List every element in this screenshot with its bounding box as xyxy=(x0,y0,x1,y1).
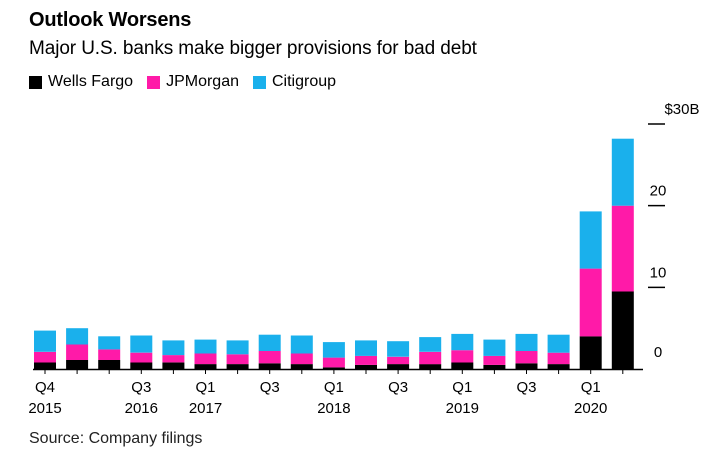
bar-citigroup-5 xyxy=(194,339,217,354)
bar-wells-fargo-10 xyxy=(355,364,377,369)
x-year-label-13: 2019 xyxy=(446,400,479,417)
x-tick-label-3: Q3 xyxy=(131,379,151,396)
legend: Wells Fargo JPMorgan Citigroup xyxy=(29,73,350,91)
bar-wells-fargo-4 xyxy=(162,362,185,369)
bar-citigroup-18 xyxy=(611,138,634,206)
legend-label-citigroup: Citigroup xyxy=(271,73,337,90)
bar-wells-fargo-0 xyxy=(34,362,56,369)
x-year-label-17: 2020 xyxy=(574,400,607,417)
bar-jpmorgan-2 xyxy=(98,349,121,360)
y-tick-label-30: $30B xyxy=(664,101,699,118)
bar-wells-fargo-16 xyxy=(547,364,570,369)
x-tick-label-13: Q1 xyxy=(452,379,472,396)
y-tick-label-10: 10 xyxy=(650,264,667,281)
bar-wells-fargo-12 xyxy=(419,364,442,369)
bar-jpmorgan-18 xyxy=(611,205,634,292)
bar-jpmorgan-5 xyxy=(194,353,217,365)
x-year-label-3: 2016 xyxy=(125,400,158,417)
bar-jpmorgan-14 xyxy=(483,355,506,365)
bar-wells-fargo-15 xyxy=(515,363,538,369)
bar-citigroup-15 xyxy=(515,333,538,351)
bar-citigroup-6 xyxy=(226,340,249,355)
legend-item-citigroup: Citigroup xyxy=(252,73,337,91)
legend-label-jpmorgan: JPMorgan xyxy=(166,73,239,90)
x-tick-label-7: Q3 xyxy=(260,379,280,396)
x-tick-label-0: Q4 xyxy=(35,379,55,396)
bar-wells-fargo-8 xyxy=(290,364,313,369)
bar-wells-fargo-1 xyxy=(66,360,89,369)
bar-wells-fargo-5 xyxy=(194,364,217,369)
bar-jpmorgan-12 xyxy=(419,351,442,365)
bar-citigroup-12 xyxy=(419,337,442,352)
bar-jpmorgan-17 xyxy=(579,268,602,337)
bar-wells-fargo-13 xyxy=(451,362,474,369)
x-tick-label-11: Q3 xyxy=(388,379,408,396)
legend-swatch-wells-fargo xyxy=(29,75,42,89)
bar-jpmorgan-1 xyxy=(66,344,89,360)
bar-citigroup-13 xyxy=(451,333,474,351)
bar-jpmorgan-3 xyxy=(130,352,153,363)
bar-citigroup-9 xyxy=(322,342,345,358)
bar-wells-fargo-2 xyxy=(98,360,121,369)
x-tick-label-5: Q1 xyxy=(195,379,215,396)
chart-subtitle: Major U.S. banks make bigger provisions … xyxy=(29,38,477,59)
y-tick-label-0: 0 xyxy=(654,344,662,361)
legend-swatch-citigroup xyxy=(252,75,266,89)
legend-item-wells-fargo: Wells Fargo xyxy=(29,73,133,91)
x-tick-label-9: Q1 xyxy=(324,379,344,396)
bar-jpmorgan-4 xyxy=(162,355,185,363)
bar-jpmorgan-11 xyxy=(387,356,410,365)
x-year-label-0: 2015 xyxy=(28,400,61,417)
bar-citigroup-8 xyxy=(290,335,313,354)
bar-jpmorgan-16 xyxy=(547,352,570,365)
bar-jpmorgan-7 xyxy=(258,351,281,364)
bar-jpmorgan-9 xyxy=(322,357,345,368)
bar-citigroup-2 xyxy=(98,336,121,350)
bar-citigroup-11 xyxy=(387,341,410,357)
x-year-label-5: 2017 xyxy=(189,400,222,417)
x-tick-label-15: Q3 xyxy=(516,379,536,396)
legend-label-wells-fargo: Wells Fargo xyxy=(48,73,134,90)
bar-jpmorgan-15 xyxy=(515,351,538,364)
bar-jpmorgan-0 xyxy=(34,351,56,363)
bar-citigroup-14 xyxy=(483,339,506,356)
bar-jpmorgan-13 xyxy=(451,350,474,363)
bar-wells-fargo-6 xyxy=(226,364,249,369)
source-note: Source: Company filings xyxy=(29,430,203,447)
bar-wells-fargo-3 xyxy=(130,362,153,369)
bar-citigroup-1 xyxy=(66,328,89,345)
bar-citigroup-16 xyxy=(547,334,570,353)
x-year-label-9: 2018 xyxy=(317,400,350,417)
bar-wells-fargo-7 xyxy=(258,363,281,369)
bar-wells-fargo-14 xyxy=(483,364,506,369)
x-tick-label-17: Q1 xyxy=(581,379,601,396)
bar-citigroup-7 xyxy=(258,334,281,351)
bar-wells-fargo-18 xyxy=(611,291,634,369)
bar-citigroup-0 xyxy=(34,330,56,352)
bar-jpmorgan-8 xyxy=(290,353,313,365)
bar-wells-fargo-9 xyxy=(322,367,345,369)
legend-swatch-jpmorgan xyxy=(147,75,161,89)
bar-citigroup-10 xyxy=(355,340,377,356)
bar-citigroup-17 xyxy=(579,211,602,269)
legend-item-jpmorgan: JPMorgan xyxy=(147,73,239,91)
y-tick-label-20: 20 xyxy=(650,183,667,200)
bar-wells-fargo-17 xyxy=(579,336,602,369)
bar-jpmorgan-6 xyxy=(226,354,249,365)
bar-citigroup-4 xyxy=(162,340,185,356)
bar-jpmorgan-10 xyxy=(355,355,377,365)
bar-citigroup-3 xyxy=(130,335,153,353)
chart-title: Outlook Worsens xyxy=(29,9,192,31)
bar-wells-fargo-11 xyxy=(387,364,410,369)
